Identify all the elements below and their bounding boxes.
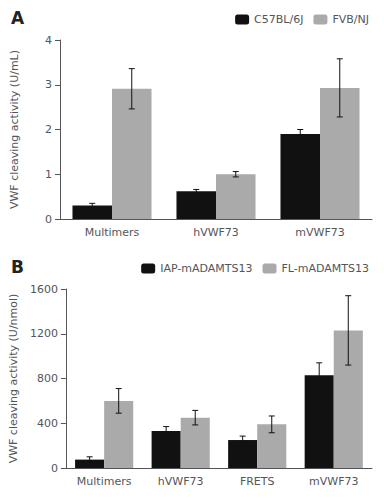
svg-text:FL-mADAMTS13: FL-mADAMTS13 [282, 262, 369, 275]
svg-text:0: 0 [51, 462, 58, 475]
svg-text:A: A [11, 8, 25, 28]
svg-text:hVWF73: hVWF73 [193, 226, 239, 239]
svg-text:mVWF73: mVWF73 [309, 475, 358, 488]
svg-text:0: 0 [45, 213, 52, 226]
svg-text:Multimers: Multimers [85, 226, 140, 239]
svg-text:mVWF73: mVWF73 [295, 226, 344, 239]
svg-text:FVB/NJ: FVB/NJ [332, 13, 369, 26]
svg-text:B: B [11, 257, 24, 277]
svg-text:1: 1 [45, 168, 52, 181]
svg-text:1600: 1600 [30, 283, 58, 296]
svg-text:2: 2 [45, 123, 52, 136]
svg-text:hVWF73: hVWF73 [158, 475, 204, 488]
svg-text:FRETS: FRETS [240, 475, 275, 488]
svg-text:800: 800 [37, 372, 58, 385]
svg-text:VWF cleaving activity (U/nmol): VWF cleaving activity (U/nmol) [7, 294, 20, 464]
svg-text:VWF cleaving activity (U/mL): VWF cleaving activity (U/mL) [8, 50, 21, 209]
svg-text:IAP-mADAMTS13: IAP-mADAMTS13 [160, 262, 252, 275]
svg-text:3: 3 [45, 78, 52, 91]
svg-text:4: 4 [45, 34, 52, 47]
svg-text:Multimers: Multimers [77, 475, 132, 488]
svg-text:400: 400 [37, 417, 58, 430]
svg-text:C57BL/6J: C57BL/6J [254, 13, 303, 26]
svg-text:1200: 1200 [30, 327, 58, 340]
